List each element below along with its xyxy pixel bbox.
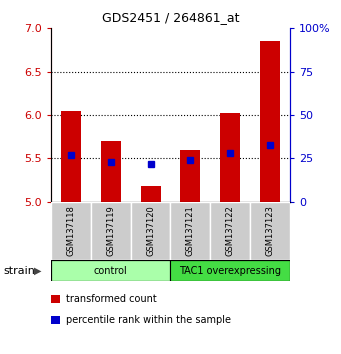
Bar bbox=[220, 113, 240, 202]
Bar bbox=[250, 202, 290, 260]
Text: percentile rank within the sample: percentile rank within the sample bbox=[66, 315, 232, 325]
Bar bbox=[260, 41, 280, 202]
Text: control: control bbox=[94, 266, 128, 276]
Text: GSM137120: GSM137120 bbox=[146, 206, 155, 256]
Bar bbox=[180, 150, 200, 202]
Text: TAC1 overexpressing: TAC1 overexpressing bbox=[179, 266, 281, 276]
Bar bbox=[61, 111, 81, 202]
Text: GDS2451 / 264861_at: GDS2451 / 264861_at bbox=[102, 11, 239, 24]
Bar bbox=[170, 260, 290, 281]
Text: GSM137121: GSM137121 bbox=[186, 206, 195, 256]
Bar bbox=[210, 202, 250, 260]
Bar bbox=[101, 141, 121, 202]
Text: ▶: ▶ bbox=[34, 266, 42, 276]
Bar bbox=[91, 202, 131, 260]
Text: transformed count: transformed count bbox=[66, 294, 157, 304]
Bar bbox=[51, 202, 91, 260]
Text: GSM137118: GSM137118 bbox=[66, 206, 76, 256]
Text: GSM137123: GSM137123 bbox=[265, 206, 275, 256]
Bar bbox=[131, 202, 170, 260]
Bar bbox=[170, 202, 210, 260]
Bar bbox=[51, 260, 170, 281]
Text: strain: strain bbox=[3, 266, 35, 276]
Text: GSM137122: GSM137122 bbox=[226, 206, 235, 256]
Bar bbox=[140, 186, 161, 202]
Text: GSM137119: GSM137119 bbox=[106, 206, 115, 256]
